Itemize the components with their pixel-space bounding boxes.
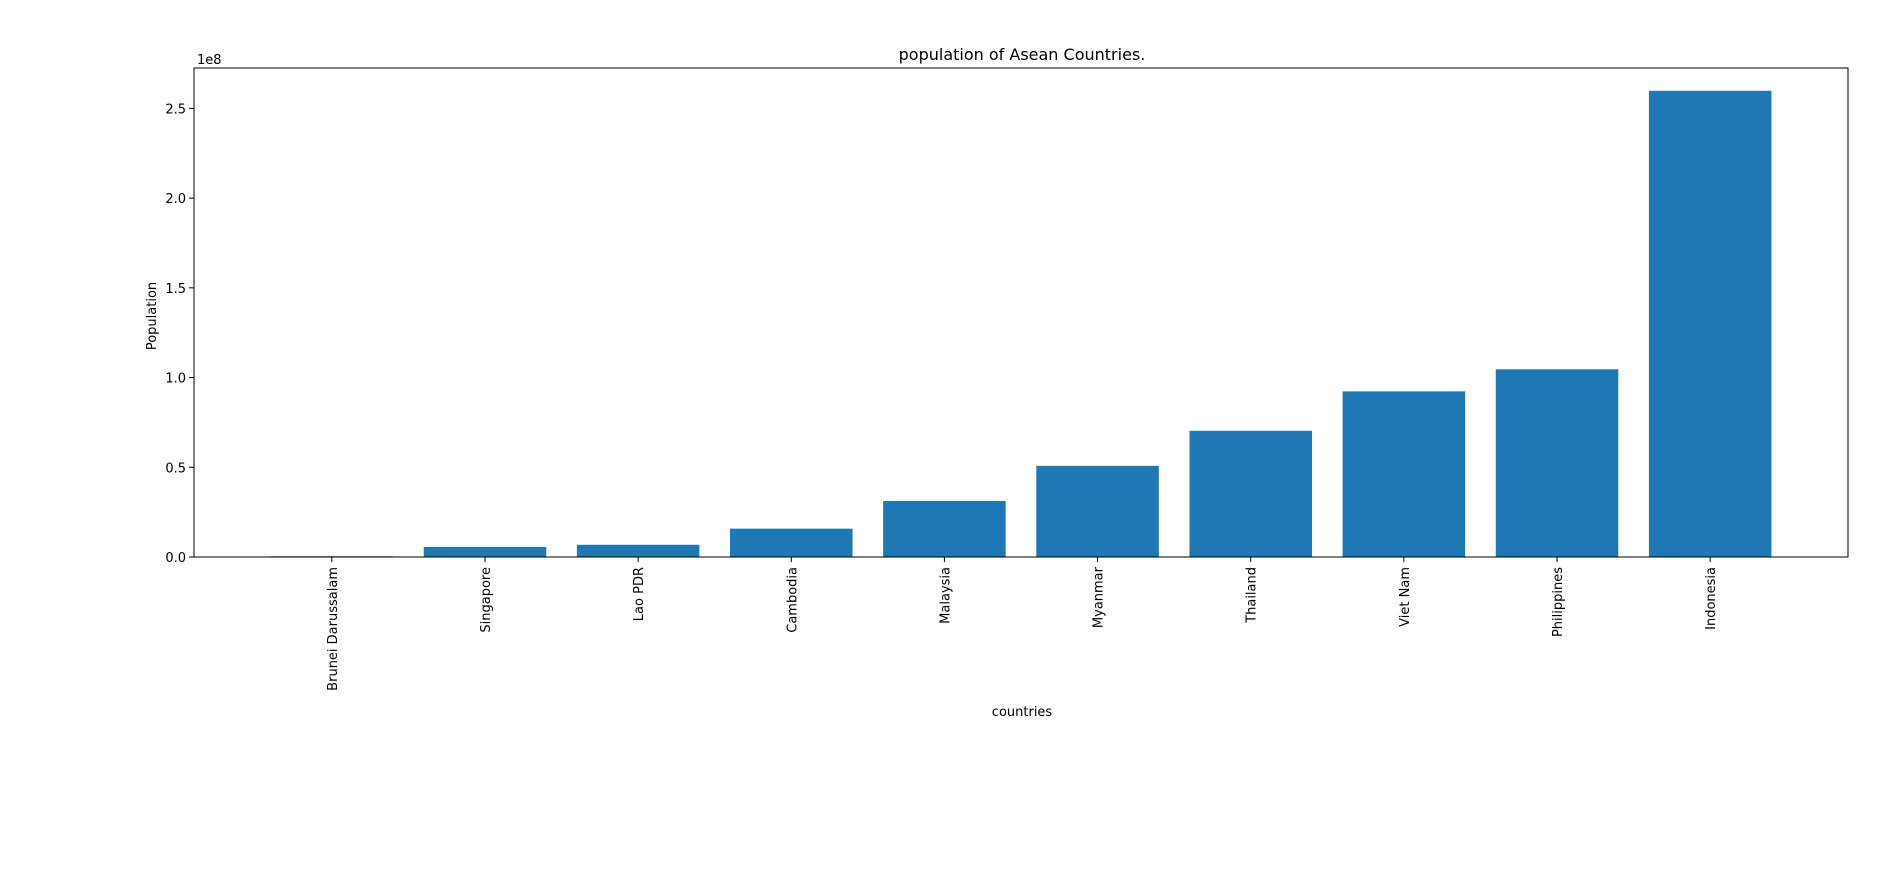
x-tick-label: Myanmar — [1092, 566, 1107, 628]
y-axis-label: Population — [145, 282, 160, 350]
y-tick-label: 2.5 — [165, 102, 186, 117]
bar-myanmar — [1036, 465, 1159, 557]
x-axis-ticks: Brunei Darussalam Singapore Lao PDR Cambodi… — [326, 557, 1719, 691]
y-axis-ticks: 0.0 0.5 1.0 1.5 2.0 2.5 — [165, 102, 194, 566]
y-tick-label: 1.0 — [165, 372, 186, 387]
bar-philippines — [1495, 369, 1619, 557]
bar-lao-pdr — [576, 544, 700, 557]
y-tick-label: 1.5 — [165, 282, 186, 297]
bar-malaysia — [883, 501, 1006, 557]
x-tick-label: Philippines — [1551, 567, 1566, 637]
bar-cambodia — [730, 528, 853, 557]
x-tick-label: Lao PDR — [632, 567, 647, 621]
y-tick-label: 0.5 — [165, 461, 186, 476]
bar-thailand — [1189, 430, 1312, 557]
y-axis-offset-label: 1e8 — [197, 53, 222, 68]
bars — [270, 90, 1772, 557]
bar-indonesia — [1648, 90, 1772, 557]
x-tick-label: Indonesia — [1704, 567, 1719, 630]
x-tick-label: Viet Nam — [1398, 567, 1413, 627]
x-tick-label: Cambodia — [785, 567, 800, 633]
plot-area-frame — [193, 67, 1849, 558]
y-tick-label: 2.0 — [165, 192, 186, 207]
chart-title: population of Asean Countries. — [899, 45, 1146, 64]
bar-singapore — [423, 546, 547, 557]
x-axis-label: countries — [992, 705, 1053, 720]
x-tick-label: Malaysia — [938, 567, 953, 624]
bar-viet-nam — [1342, 391, 1466, 557]
y-tick-label: 0.0 — [165, 551, 186, 566]
x-tick-label: Brunei Darussalam — [326, 567, 341, 691]
x-tick-label: Thailand — [1245, 567, 1260, 624]
x-tick-label: Singapore — [479, 567, 494, 633]
